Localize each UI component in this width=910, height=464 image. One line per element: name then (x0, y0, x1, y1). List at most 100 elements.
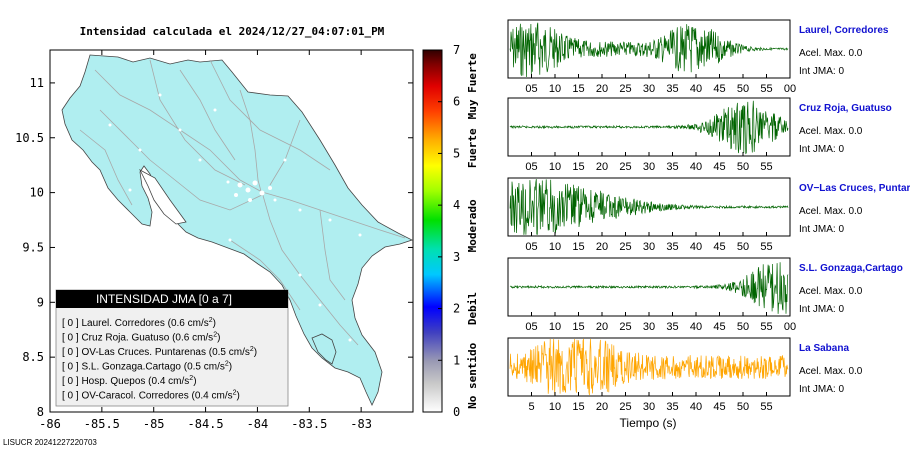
trace-x-tick-label: 45 (713, 241, 725, 253)
legend-item-level: [ 0 ] (62, 347, 81, 358)
trace-x-tick-label: 50 (737, 161, 749, 173)
trace-waveform (509, 262, 789, 314)
trace-peak-accel: Acel. Max. 0.0 (799, 366, 863, 377)
trace-x-tick-label: 35 (666, 321, 678, 333)
trace-intensity: Int JMA: 0 (799, 304, 844, 315)
trace-x-tick-label: 30 (643, 83, 655, 95)
colorbar-scale (422, 49, 443, 413)
trace-x-tick-label: 05 (525, 83, 537, 95)
map-y-tick-label: 9.5 (22, 240, 44, 254)
trace-station-title: S.L. Gonzaga,Cartago (799, 263, 903, 274)
trace-peak-accel: Acel. Max. 0.0 (799, 126, 863, 137)
trace-x-tick-label: 35 (666, 83, 678, 95)
trace-peak-accel: Acel. Max. 0.0 (799, 206, 863, 217)
x-axis-title: Tiempo (s) (620, 416, 677, 430)
map-y-tick-label: 8 (37, 405, 44, 419)
intensity-colorbar: 0 1 2 3 4 5 6 7 No sentido Debil Moderado Fuerte Mu… (422, 43, 479, 419)
trace-station-title: La Sabana (799, 343, 849, 354)
map-y-axis: 8 8.5 9 9.5 10 10.5 11 (15, 76, 413, 419)
legend-item-name: Cruz Roja. Guatuso (81, 333, 172, 344)
trace-x-tick-label: 20 (596, 83, 608, 95)
trace-x-tick-label: 55 (760, 83, 772, 95)
trace-x-tick-label: 15 (572, 321, 584, 333)
legend-item: [ 0 ] Hosp. Quepos (0.4 cm/s2) (62, 375, 197, 387)
legend-item: [ 0 ] Laurel. Corredores (0.6 cm/s2) (62, 317, 216, 329)
trace-intensity: Int JMA: 0 (799, 224, 844, 235)
trace-x-tick-label: 15 (572, 161, 584, 173)
trace-x-tick-label: 20 (596, 321, 608, 333)
trace-intensity: Int JMA: 0 (799, 384, 844, 395)
legend-item-level: [ 0 ] (62, 333, 81, 344)
trace-x-tick-label: 30 (643, 401, 655, 413)
trace-x-tick-label: 50 (737, 241, 749, 253)
trace-x-tick-label: 45 (713, 321, 725, 333)
trace-panel: 05 10 15 20 25 30 35 40 45 50 55 00 S.L. Gonzaga,Car… (507, 257, 903, 333)
map-title: Intensidad calculada el 2024/12/27_04:07… (80, 25, 385, 38)
trace-x-tick-label: 20 (596, 161, 608, 173)
trace-x-tick-label: 40 (690, 83, 702, 95)
legend-item-sup: 2 (189, 375, 193, 382)
legend-item-sup: 2 (225, 361, 229, 368)
trace-x-tick-label: 40 (690, 321, 702, 333)
trace-x-tick-label: 50 (737, 321, 749, 333)
map-x-tick-label: -85.5 (84, 417, 120, 431)
trace-x-tick-label: 25 (619, 321, 631, 333)
legend-item-level: [ 0 ] (62, 318, 81, 329)
trace-x-tick-label: 35 (666, 401, 678, 413)
colorbar-tick-label: 5 (453, 146, 460, 160)
legend-item-close: ) (237, 391, 240, 402)
trace-x-tick-label: 20 (596, 241, 608, 253)
trace-waveform (509, 179, 789, 235)
legend-item-value: (0.4 cm/s (192, 391, 233, 402)
trace-x-tick-label: 35 (666, 241, 678, 253)
legend-item-close: ) (229, 362, 232, 373)
trace-x-tick-label: 55 (760, 321, 772, 333)
legend-item-name: Laurel. Corredores (81, 318, 167, 329)
map-x-tick-label: -85 (143, 417, 165, 431)
trace-x-tick-label: 35 (666, 161, 678, 173)
trace-intensity: Int JMA: 0 (799, 66, 844, 77)
trace-x-tick-label: 55 (760, 401, 772, 413)
trace-x-tick-label: 5 (528, 401, 534, 413)
colorbar-category-label: Fuerte (466, 128, 479, 168)
legend-item: [ 0 ] S.L. Gonzaga.Cartago (0.5 cm/s2) (62, 361, 232, 373)
legend-box (55, 289, 289, 407)
town-markers (108, 93, 362, 342)
trace-panel: 05 10 15 20 25 30 35 40 45 50 55 00 Laurel, Corredor… (507, 19, 889, 95)
nicoya-gulf (139, 169, 187, 225)
colorbar-category-label: Muy Fuerte (466, 53, 479, 120)
map-y-tick-label: 11 (30, 76, 44, 90)
osa-peninsula (311, 333, 337, 365)
colorbar-tick-label: 4 (453, 198, 460, 212)
map-x-tick-label: -84 (247, 417, 269, 431)
colorbar-category-label: Moderado (466, 199, 479, 252)
trace-x-tick-label: 50 (737, 83, 749, 95)
legend-item-value: (0.6 cm/s (168, 318, 209, 329)
colorbar-category-label: Debil (466, 292, 479, 325)
legend-item-level: [ 0 ] (62, 362, 81, 373)
colorbar-tick-label: 3 (453, 250, 460, 264)
legend-item-close: ) (217, 333, 220, 344)
map-y-tick-label: 10 (30, 186, 44, 200)
colorbar-tick-label: 7 (453, 43, 460, 57)
trace-x-tick-label: 10 (549, 401, 561, 413)
trace-x-tick-label: 05 (525, 241, 537, 253)
colorbar-tick-label: 2 (453, 302, 460, 316)
trace-x-tick-label: 20 (596, 401, 608, 413)
trace-x-tick-label: 40 (690, 161, 702, 173)
legend-item-value: (0.5 cm/s (184, 362, 225, 373)
trace-peak-accel: Acel. Max. 0.0 (799, 286, 863, 297)
trace-x-tick-label: 30 (643, 321, 655, 333)
map-x-tick-label: -83 (350, 417, 372, 431)
trace-x-tick-label: 40 (690, 401, 702, 413)
legend-item-sup: 2 (213, 332, 217, 339)
map-y-tick-label: 9 (37, 295, 44, 309)
legend-item-close: ) (213, 318, 216, 329)
colorbar-tick-label: 6 (453, 95, 460, 109)
trace-x-tick-label: 10 (549, 83, 561, 95)
trace-x-tick-label: 55 (760, 161, 772, 173)
trace-waveform (509, 22, 789, 78)
trace-x-tick-label: 40 (690, 241, 702, 253)
legend-item-value: (0.4 cm/s (148, 376, 189, 387)
